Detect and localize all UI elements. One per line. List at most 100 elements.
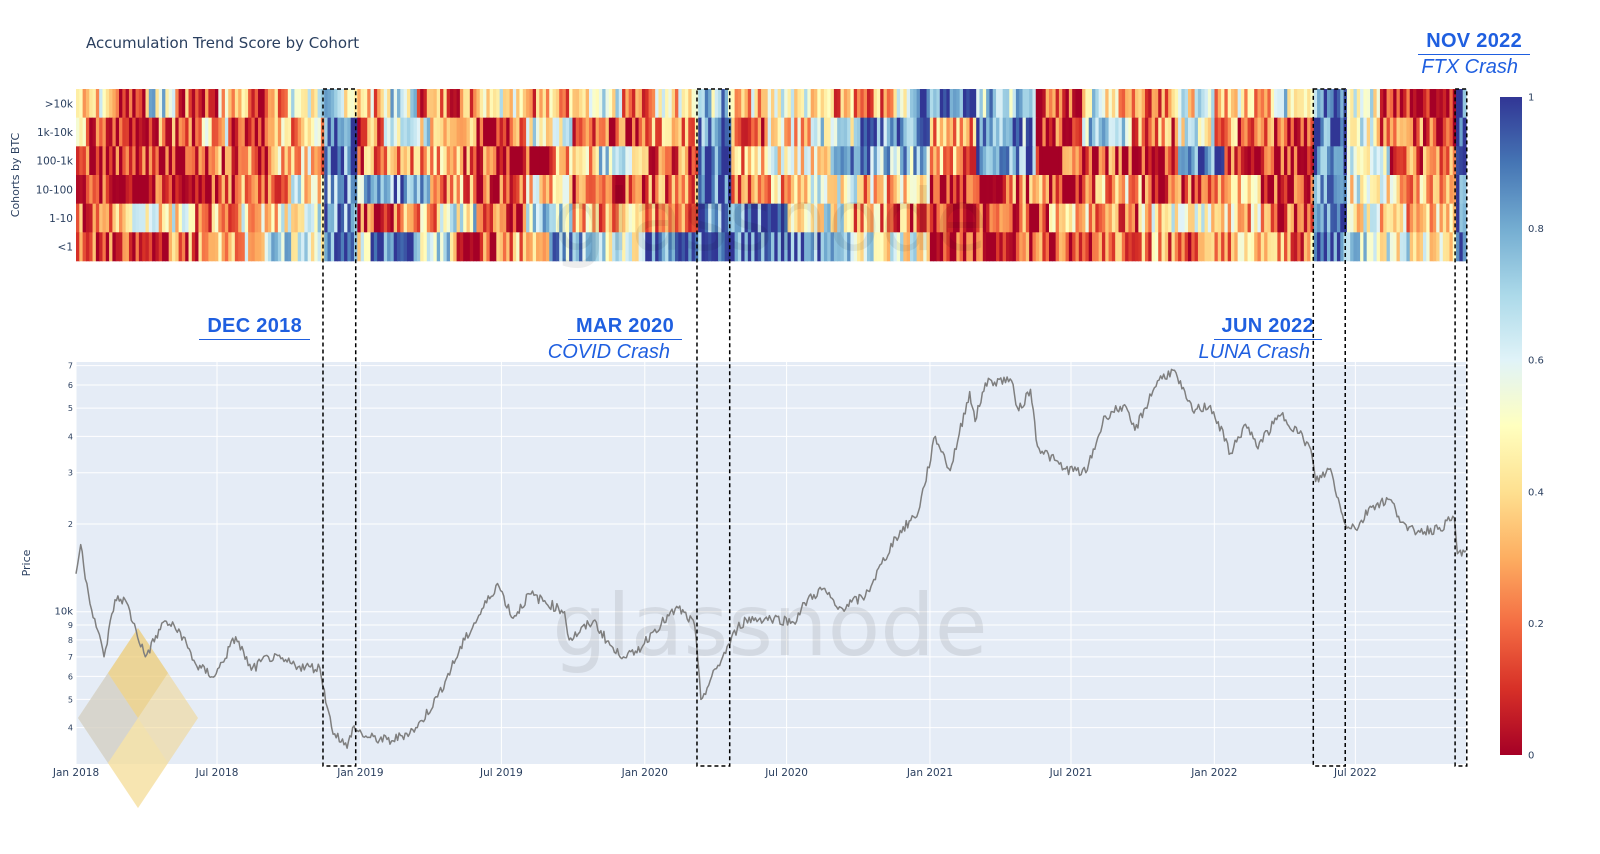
heatmap-cell [277, 146, 282, 176]
heatmap-cell [956, 89, 961, 118]
heatmap-cell [843, 89, 848, 118]
heatmap-cell [959, 146, 964, 176]
heatmap-cell [162, 117, 166, 147]
heatmap-cell [334, 146, 339, 176]
heatmap-cell [1092, 117, 1096, 147]
heatmap-cell [1449, 146, 1454, 176]
heatmap-cell [605, 175, 610, 204]
heatmap-cell [522, 175, 527, 204]
heatmap-cell [1240, 146, 1245, 176]
heatmap-cell [1065, 203, 1070, 233]
heatmap-cell [565, 146, 570, 176]
heatmap-cell [645, 117, 650, 147]
heatmap-cell [367, 117, 372, 147]
heatmap-cell [330, 117, 335, 147]
heatmap-cell [1068, 89, 1073, 118]
heatmap-cell [764, 146, 769, 176]
heatmap-cell [171, 117, 176, 147]
y-tick-label: 9 [68, 621, 73, 630]
heatmap-cell [370, 89, 375, 118]
heatmap-cell [1224, 89, 1229, 118]
heatmap-cell [658, 232, 663, 262]
heatmap-cell [1135, 175, 1139, 204]
heatmap-cell [704, 146, 709, 176]
heatmap-cell [953, 146, 957, 176]
heatmap-cell [1399, 232, 1404, 262]
heatmap-cell [658, 146, 663, 176]
heatmap-cell [1459, 175, 1464, 204]
heatmap-cell [1211, 146, 1216, 176]
heatmap-cell [622, 203, 626, 233]
heatmap-cell [287, 232, 292, 262]
heatmap-cell [1082, 117, 1087, 147]
heatmap-cell [1287, 89, 1292, 118]
heatmap-cell [1240, 89, 1245, 118]
heatmap-cell [291, 117, 296, 147]
heatmap-cell [344, 117, 348, 147]
heatmap-cell [158, 203, 163, 233]
heatmap-cell [479, 117, 484, 147]
heatmap-cell [152, 146, 157, 176]
heatmap-cell [1366, 146, 1371, 176]
heatmap-cell [397, 117, 401, 147]
heatmap-cell [900, 89, 904, 118]
heatmap-cell [1283, 232, 1288, 262]
heatmap-cell [764, 117, 769, 147]
heatmap-cell [436, 175, 441, 204]
heatmap-cell [539, 232, 544, 262]
heatmap-cell [463, 175, 468, 204]
heatmap-cell [443, 175, 448, 204]
heatmap-cell [741, 89, 746, 118]
heatmap-cell [1297, 146, 1302, 176]
heatmap-cell [1462, 203, 1467, 233]
heatmap-cell [132, 203, 137, 233]
heatmap-cell [215, 117, 219, 147]
heatmap-cell [1350, 117, 1355, 147]
heatmap-cell [1426, 203, 1431, 233]
heatmap-cell [757, 146, 762, 176]
heatmap-cell [1403, 175, 1408, 204]
heatmap-cell [595, 89, 600, 118]
heatmap-cell [281, 232, 286, 262]
heatmap-cell [493, 232, 497, 262]
heatmap-cell [476, 89, 481, 118]
heatmap-cell [681, 89, 686, 118]
heatmap-cell [1105, 146, 1110, 176]
heatmap-cell [1370, 89, 1374, 118]
heatmap-cell [1197, 146, 1202, 176]
heatmap-cell [387, 232, 392, 262]
heatmap-cell [575, 232, 580, 262]
heatmap-cell [314, 232, 319, 262]
heatmap-cell [271, 175, 276, 204]
heatmap-cell [1058, 89, 1063, 118]
annotation-dec-2018-label: DEC 2018 [199, 315, 310, 340]
heatmap-cell [512, 89, 517, 118]
heatmap-cell [754, 89, 759, 118]
heatmap-cell [612, 203, 617, 233]
heatmap-cell [244, 89, 249, 118]
heatmap-cell [215, 89, 219, 118]
logo-diamond-bottom [108, 718, 168, 808]
heatmap-cell [95, 117, 100, 147]
heatmap-cell [708, 89, 713, 118]
heatmap-cell [112, 89, 117, 118]
heatmap-cell [767, 89, 772, 118]
heatmap-cell [757, 175, 762, 204]
heatmap-cell [592, 89, 597, 118]
heatmap-cell [307, 175, 312, 204]
heatmap-cell [459, 117, 464, 147]
heatmap-cell [413, 232, 418, 262]
heatmap-cell [370, 146, 375, 176]
heatmap-cell [976, 203, 981, 233]
heatmap-cell [390, 89, 395, 118]
heatmap-cell [526, 89, 531, 118]
heatmap-cell [668, 117, 673, 147]
heatmap-cell [387, 203, 392, 233]
heatmap-cell [373, 203, 378, 233]
heatmap-cell [1135, 146, 1139, 176]
heatmap-cell [906, 89, 911, 118]
heatmap-cell [416, 146, 421, 176]
heatmap-cell [744, 203, 749, 233]
heatmap-cell [681, 232, 686, 262]
heatmap-cell [175, 89, 180, 118]
